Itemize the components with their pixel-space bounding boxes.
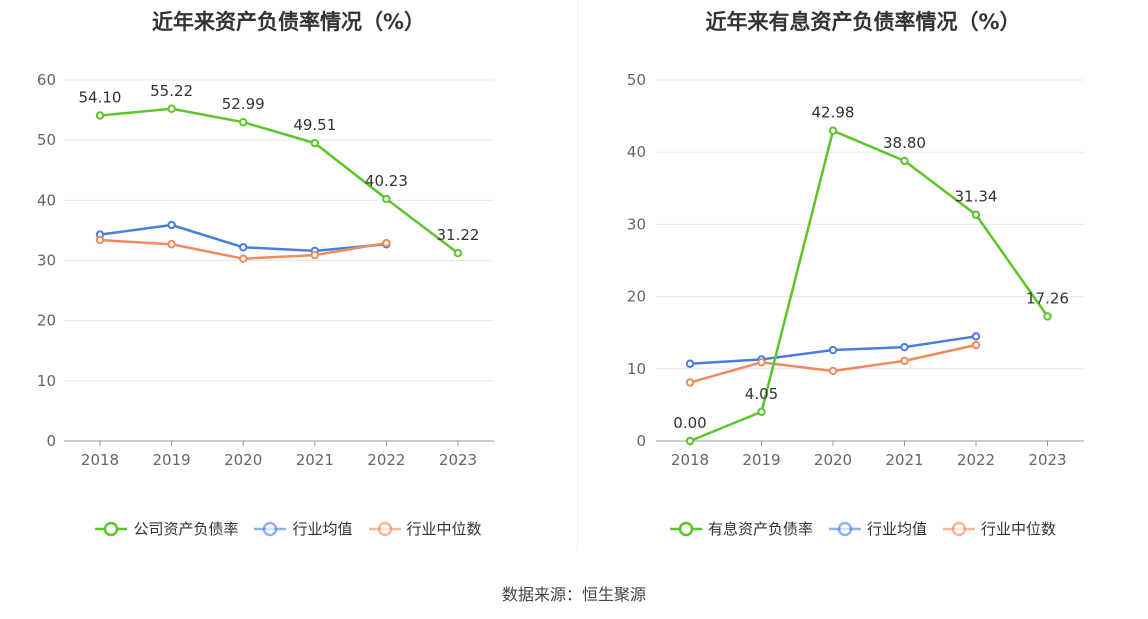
y-tick-label: 40 xyxy=(627,143,646,161)
y-tick-label: 30 xyxy=(627,215,646,233)
data-point xyxy=(828,126,838,135)
data-point xyxy=(828,345,838,355)
legend-line-circle-icon xyxy=(828,521,861,536)
data-point xyxy=(95,111,105,120)
data-source-note: 数据来源：恒生聚源 xyxy=(501,585,646,604)
data-label: 4.05 xyxy=(745,385,778,403)
x-tick-label: 2019 xyxy=(153,451,191,469)
data-label: 31.34 xyxy=(955,188,998,206)
chart-legend: 公司资产负债率 行业均值 行业中位数 xyxy=(0,518,577,539)
data-point xyxy=(757,407,766,416)
y-tick-label: 0 xyxy=(46,432,56,450)
data-label: 52.99 xyxy=(222,95,265,113)
data-label: 55.22 xyxy=(150,82,193,100)
x-tick-label: 2020 xyxy=(224,451,262,469)
legend-item[interactable]: 行业中位数 xyxy=(368,518,482,539)
y-tick-label: 40 xyxy=(37,191,56,209)
legend-line-circle-icon xyxy=(669,521,702,536)
series-line xyxy=(689,129,1049,443)
x-tick-label: 2022 xyxy=(957,451,995,469)
x-tick-label: 2022 xyxy=(367,451,405,469)
line-chart-debt-ratio: 0 10 20 30 40 50 60 2018 2019 2020 2021 2022 2023 54.… xyxy=(37,71,494,469)
y-tick-label: 0 xyxy=(636,432,646,450)
data-point xyxy=(685,436,695,446)
data-point xyxy=(167,240,176,249)
x-tick-label: 2020 xyxy=(814,451,852,469)
data-point xyxy=(900,356,909,366)
legend-label: 有息资产负债率 xyxy=(707,520,813,538)
data-point xyxy=(167,104,176,113)
y-tick-label: 30 xyxy=(37,252,56,270)
line-chart-interest-debt-ratio: 0 10 20 30 40 50 2018 2019 2020 2021 2022 2023 0.00 4… xyxy=(627,71,1084,469)
y-tick-label: 10 xyxy=(37,372,56,390)
data-label: 0.00 xyxy=(673,414,706,432)
data-label: 40.23 xyxy=(365,172,408,190)
data-point xyxy=(310,138,319,148)
y-tick-label: 50 xyxy=(37,131,56,149)
legend-label: 行业均值 xyxy=(866,520,927,538)
legend-label: 公司资产负债率 xyxy=(133,520,239,538)
y-tick-label: 20 xyxy=(627,288,646,306)
chart-title: 近年来有息资产负债率情况（%） xyxy=(705,10,1021,34)
data-point xyxy=(239,243,248,252)
data-point xyxy=(310,250,319,260)
x-tick-label: 2019 xyxy=(742,451,780,469)
legend-line-circle-icon xyxy=(254,521,287,536)
data-label: 31.22 xyxy=(437,226,480,244)
y-tick-label: 60 xyxy=(37,71,56,89)
data-point xyxy=(971,332,981,341)
legend-item[interactable]: 有息资产负债率 xyxy=(669,518,813,539)
data-label: 17.26 xyxy=(1026,289,1069,307)
data-point xyxy=(239,254,248,263)
legend-line-circle-icon xyxy=(368,521,401,536)
data-point xyxy=(685,378,695,387)
data-label: 38.80 xyxy=(883,134,926,152)
y-tick-label: 50 xyxy=(627,71,646,89)
data-point xyxy=(239,117,248,127)
legend-line-circle-icon xyxy=(95,521,128,536)
data-point xyxy=(95,235,105,245)
y-tick-label: 20 xyxy=(37,312,56,330)
series-line xyxy=(99,107,459,255)
x-tick-label: 2021 xyxy=(296,451,334,469)
legend-item[interactable]: 行业中位数 xyxy=(943,518,1056,539)
legend-item[interactable]: 行业均值 xyxy=(254,518,353,539)
data-label: 42.98 xyxy=(812,104,855,122)
data-point xyxy=(828,366,838,376)
data-point xyxy=(167,220,176,230)
x-tick-label: 2018 xyxy=(671,451,709,469)
chart-panel-debt-ratio: 近年来资产负债率情况（%） 0 10 20 30 40 50 60 2018 2019 2020 2… xyxy=(0,0,577,550)
data-point xyxy=(971,340,981,350)
data-point xyxy=(453,248,463,258)
legend-label: 行业中位数 xyxy=(406,520,482,538)
x-tick-label: 2023 xyxy=(1028,451,1066,469)
x-tick-label: 2023 xyxy=(439,451,477,469)
x-tick-label: 2021 xyxy=(885,451,923,469)
data-point xyxy=(382,194,391,204)
legend-item[interactable]: 公司资产负债率 xyxy=(95,518,238,539)
legend-label: 行业中位数 xyxy=(981,520,1057,538)
y-tick-label: 10 xyxy=(627,360,646,378)
data-point xyxy=(757,358,766,367)
data-point xyxy=(971,210,981,219)
data-point xyxy=(900,156,909,166)
chart-legend: 有息资产负债率 行业均值 行业中位数 xyxy=(578,518,1148,539)
data-point xyxy=(1043,312,1052,321)
data-label: 54.10 xyxy=(79,88,122,106)
legend-line-circle-icon xyxy=(943,521,975,536)
data-label: 49.51 xyxy=(293,116,336,134)
legend-item[interactable]: 行业均值 xyxy=(828,518,927,539)
panel-divider xyxy=(577,0,578,550)
data-point xyxy=(900,342,909,352)
data-point xyxy=(685,359,695,368)
chart-title: 近年来资产负债率情况（%） xyxy=(151,10,426,34)
legend-label: 行业均值 xyxy=(292,520,353,538)
data-point xyxy=(382,238,391,248)
chart-panel-interest-debt-ratio: 近年来有息资产负债率情况（%） 0 10 20 30 40 50 2018 2019 2020 2… xyxy=(578,0,1148,550)
x-tick-label: 2018 xyxy=(81,451,119,469)
